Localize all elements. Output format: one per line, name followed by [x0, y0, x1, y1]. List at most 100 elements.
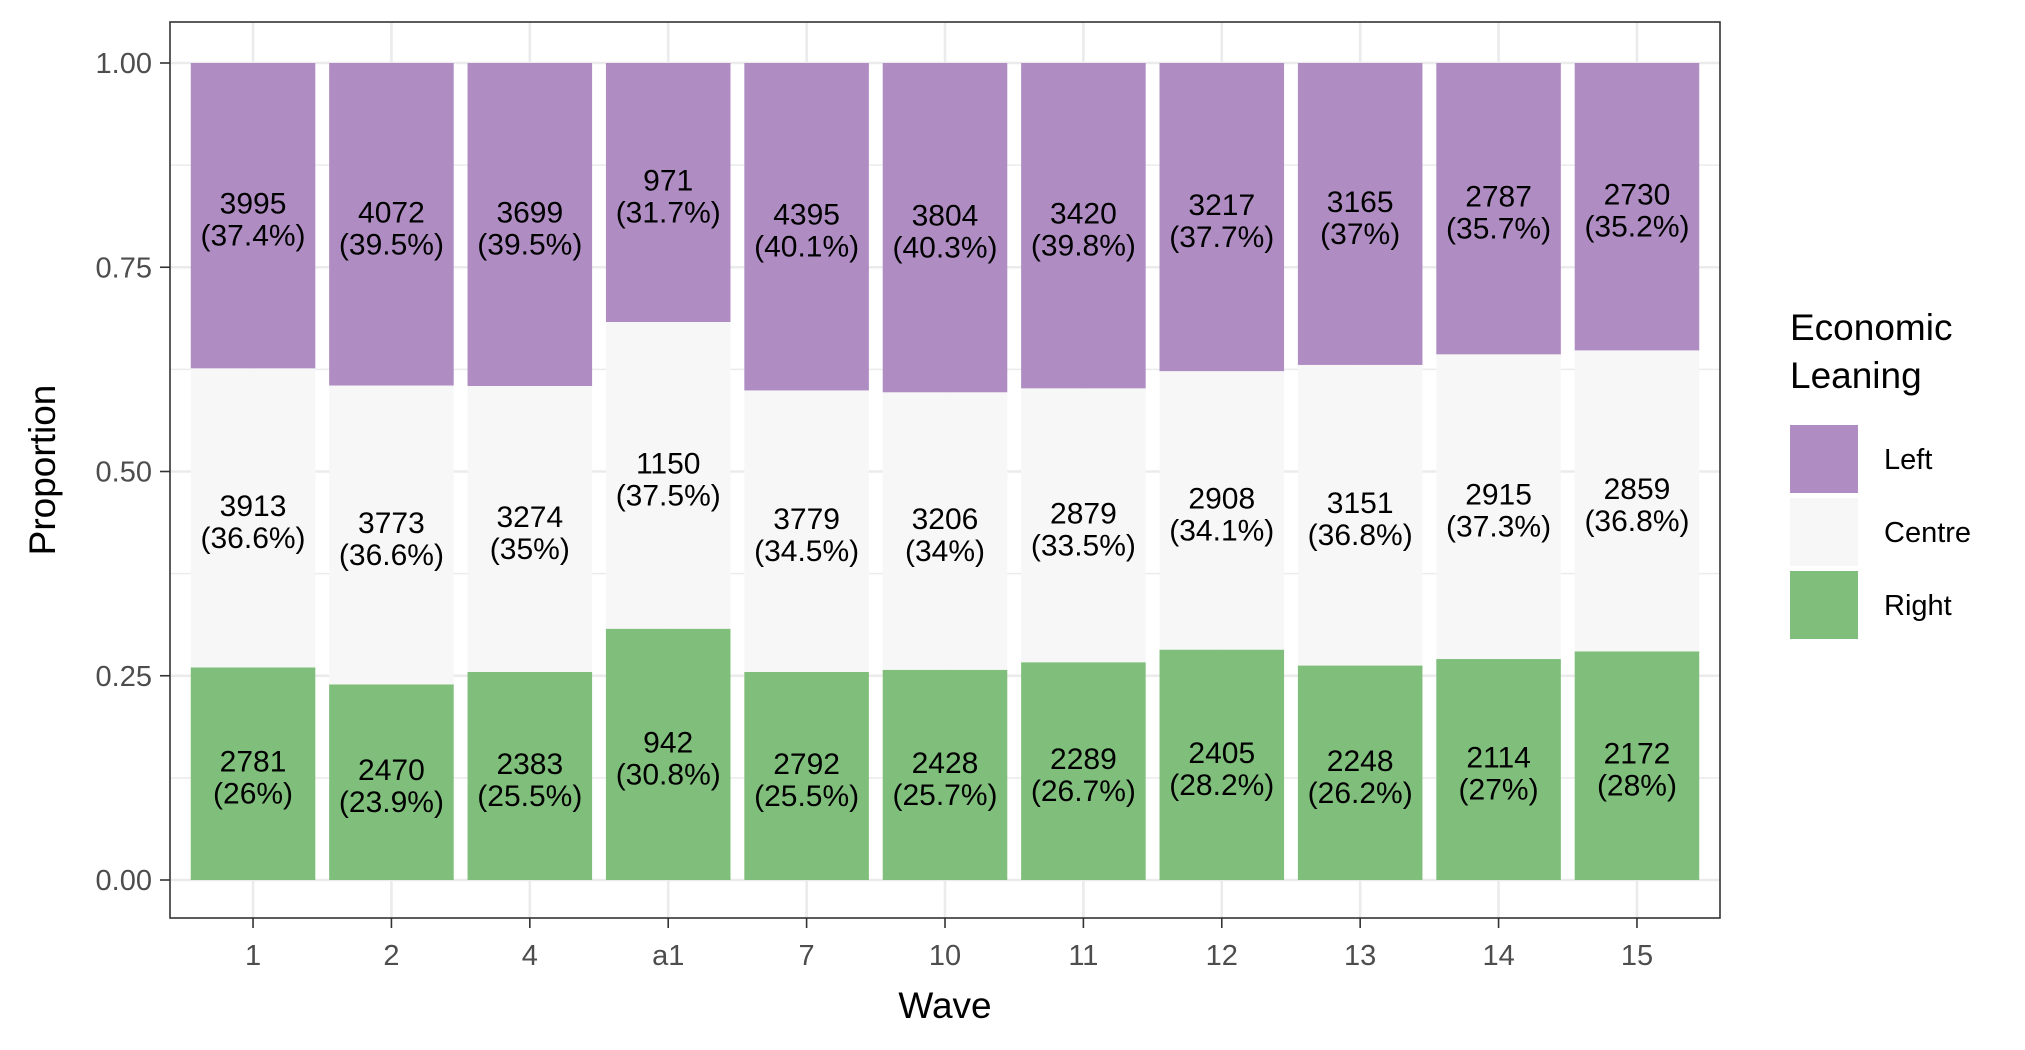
- bar-count-label: 2248: [1327, 745, 1394, 778]
- bar-count-label: 2908: [1188, 482, 1255, 515]
- bar-percent-label: (36.6%): [339, 539, 444, 572]
- bar-count-label: 4072: [358, 196, 425, 229]
- y-tick-label: 0.75: [96, 252, 152, 284]
- bar-count-label: 942: [643, 726, 693, 759]
- x-tick-label: 11: [1068, 940, 1098, 972]
- bar-segment-centre: [467, 386, 593, 672]
- y-tick-label: 0.25: [96, 661, 152, 693]
- bar-percent-label: (28%): [1597, 770, 1677, 803]
- bar-percent-label: (28.2%): [1169, 769, 1274, 802]
- bar-segment-left: [467, 63, 593, 387]
- bar-segment-left: [1159, 63, 1285, 372]
- bar-segment-centre: [744, 390, 869, 672]
- bar-percent-label: (37.4%): [201, 220, 306, 253]
- bars-layer: [190, 63, 1700, 880]
- x-tick-label: a1: [652, 940, 684, 972]
- bar-percent-label: (39.5%): [477, 229, 582, 262]
- bar-count-label: 3165: [1327, 186, 1394, 219]
- bar-percent-label: (37.3%): [1446, 511, 1551, 544]
- bar-count-label: 2787: [1465, 181, 1532, 214]
- bar-segment-left: [605, 63, 731, 322]
- bar-segment-centre: [882, 392, 1008, 670]
- bar-count-label: 3274: [496, 501, 563, 534]
- bar-count-label: 3699: [496, 197, 563, 230]
- bar-percent-label: (27%): [1459, 774, 1539, 807]
- bar-percent-label: (37.5%): [616, 479, 721, 512]
- bar-percent-label: (40.1%): [754, 231, 859, 264]
- bar-percent-label: (39.8%): [1031, 230, 1136, 263]
- bar-labels-layer: 2781(26%)3913(36.6%)3995(37.4%)2470(23.9…: [201, 164, 1690, 819]
- bar-count-label: 2405: [1188, 737, 1255, 770]
- bar-percent-label: (26.7%): [1031, 775, 1136, 808]
- bar-percent-label: (37.7%): [1169, 221, 1274, 254]
- bar-count-label: 3773: [358, 507, 425, 540]
- bar-count-label: 1150: [636, 447, 701, 480]
- bar-segment-left: [329, 63, 454, 386]
- bar-segment-left: [1297, 63, 1423, 365]
- bar-percent-label: (30.8%): [616, 758, 721, 791]
- bar-percent-label: (25.5%): [754, 780, 859, 813]
- bar-count-label: 2114: [1466, 742, 1531, 775]
- bar-segment-left: [744, 63, 869, 391]
- bar-segment-left: [1021, 63, 1146, 389]
- bar-percent-label: (26%): [213, 778, 293, 811]
- bar-count-label: 3151: [1327, 487, 1394, 520]
- bar-percent-label: (35.7%): [1446, 213, 1551, 246]
- bar-percent-label: (34.1%): [1169, 514, 1274, 547]
- x-tick-label: 4: [522, 940, 538, 972]
- bar-segment-centre: [190, 368, 316, 668]
- y-tick-label: 0.00: [96, 865, 152, 897]
- x-tick-label: 13: [1344, 940, 1376, 972]
- bar-segment-right: [1574, 651, 1700, 880]
- bar-segment-left: [1436, 63, 1561, 355]
- bar-count-label: 4395: [773, 199, 840, 232]
- y-axis-title: Proportion: [22, 385, 63, 556]
- legend-label-centre: Centre: [1884, 517, 1971, 549]
- bar-percent-label: (26.2%): [1308, 777, 1413, 810]
- bar-percent-label: (34.5%): [754, 535, 859, 568]
- bar-segment-left: [882, 63, 1008, 393]
- bar-segment-centre: [605, 321, 731, 629]
- bar-percent-label: (36.8%): [1308, 519, 1413, 552]
- bar-count-label: 3779: [773, 503, 840, 536]
- x-tick-label: 7: [799, 940, 815, 972]
- x-axis-title: Wave: [898, 985, 991, 1026]
- bar-count-label: 2289: [1050, 743, 1117, 776]
- x-tick-label: 2: [383, 940, 399, 972]
- bar-segment-right: [744, 671, 869, 880]
- bar-count-label: 2383: [496, 748, 563, 781]
- bar-segment-centre: [1021, 388, 1146, 663]
- bar-percent-label: (37%): [1320, 218, 1400, 251]
- bar-segment-right: [1436, 659, 1561, 880]
- y-tick-label: 1.00: [96, 48, 152, 80]
- bar-percent-label: (33.5%): [1031, 529, 1136, 562]
- x-axis: 1 2 4 a1 7 10 11 12 13 14 15: [245, 918, 1653, 972]
- legend: Economic Leaning Left Centre Right: [1790, 307, 1971, 639]
- legend-key-left: [1790, 425, 1858, 493]
- x-tick-label: 15: [1621, 940, 1653, 972]
- x-tick-label: 10: [929, 940, 961, 972]
- bar-count-label: 3217: [1188, 189, 1255, 222]
- y-axis: 0.00 0.25 0.50 0.75 1.00: [96, 48, 170, 897]
- bar-count-label: 2172: [1604, 738, 1671, 771]
- bar-segment-left: [190, 63, 316, 369]
- bar-segment-centre: [1436, 354, 1561, 660]
- bar-count-label: 3206: [912, 503, 979, 536]
- bar-count-label: 971: [643, 164, 693, 197]
- bar-count-label: 2781: [220, 746, 287, 779]
- legend-key-right: [1790, 571, 1858, 639]
- bar-segment-right: [882, 669, 1008, 880]
- legend-key-centre: [1790, 498, 1858, 566]
- bar-count-label: 2879: [1050, 497, 1117, 530]
- bar-count-label: 3420: [1050, 198, 1117, 231]
- y-tick-label: 0.50: [96, 457, 152, 489]
- bar-segment-right: [1021, 662, 1146, 880]
- bar-segment-right: [329, 684, 454, 880]
- bar-segment-centre: [1159, 371, 1285, 650]
- bar-count-label: 2792: [773, 748, 840, 781]
- bar-percent-label: (36.8%): [1584, 505, 1689, 538]
- bar-count-label: 2915: [1465, 479, 1532, 512]
- bar-segment-right: [190, 667, 316, 880]
- bar-count-label: 2859: [1604, 473, 1671, 506]
